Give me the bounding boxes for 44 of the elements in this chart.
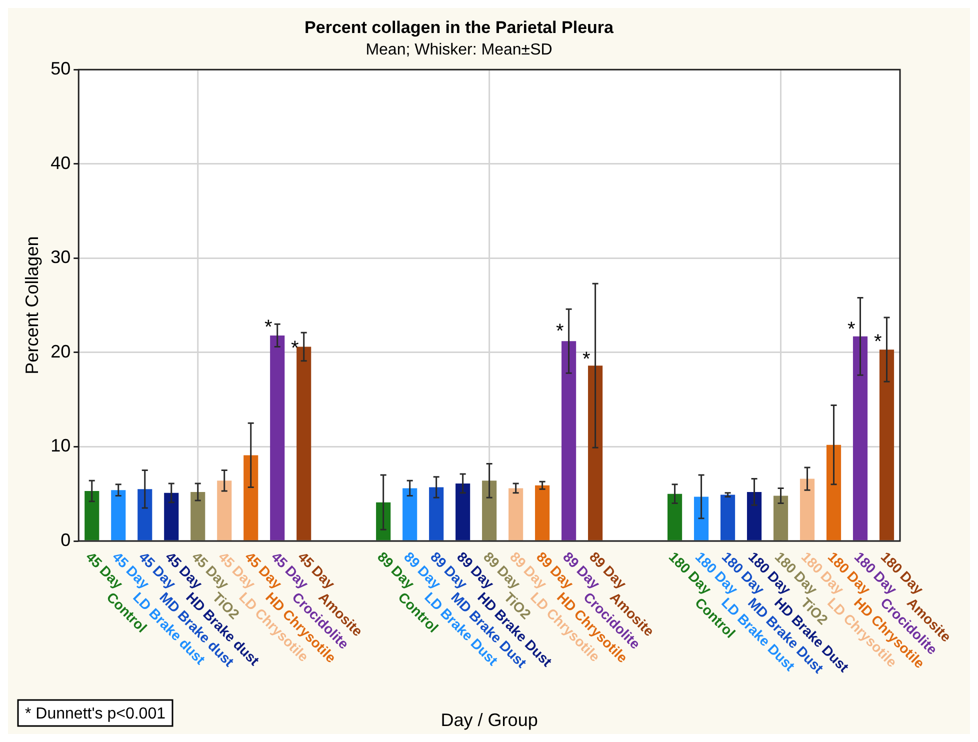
y-axis-title: Percent Collagen: [22, 236, 42, 374]
bar: [720, 494, 736, 540]
bar: [588, 366, 603, 540]
bar: [164, 492, 179, 540]
annotation: *: [556, 320, 564, 342]
annotation: *: [264, 316, 273, 339]
annotation: *: [847, 318, 856, 341]
bar: [773, 496, 788, 540]
bar: [244, 455, 258, 540]
y-tick-label: 30: [50, 247, 71, 268]
bar: [138, 489, 152, 540]
bar: [190, 492, 206, 540]
bar: [456, 483, 470, 540]
bar: [879, 350, 894, 540]
y-tick-label: 10: [50, 436, 71, 456]
x-axis-title: Day / Group: [440, 710, 538, 730]
bar: [84, 491, 100, 540]
y-tick-label: 20: [50, 341, 71, 362]
annotation: *: [582, 348, 590, 371]
bar: [694, 496, 709, 540]
bar: [508, 488, 524, 540]
bar: [826, 444, 842, 540]
annotation: *: [874, 330, 882, 353]
bar: [429, 487, 444, 540]
bar: [852, 336, 868, 540]
y-tick-label: 50: [50, 58, 71, 79]
y-tick-label: 0: [60, 530, 71, 550]
bar: [800, 478, 815, 540]
annotation: *: [291, 337, 300, 360]
bar: [746, 492, 762, 540]
chart-subtitle: Mean; Whisker: Mean±SD: [366, 41, 552, 58]
bar: [270, 335, 285, 540]
bar: [402, 488, 418, 540]
bar: [482, 480, 497, 540]
bar: [376, 502, 391, 540]
bar: [111, 490, 126, 540]
bar: [562, 341, 576, 540]
bar: [217, 480, 232, 540]
chart-title: Percent collagen in the Parietal Pleura: [304, 18, 614, 37]
bar: [535, 485, 550, 540]
text: * Dunnett's p<0.001: [25, 705, 166, 722]
bar: [296, 346, 312, 540]
bar: [667, 494, 682, 540]
y-tick-label: 40: [50, 152, 71, 173]
